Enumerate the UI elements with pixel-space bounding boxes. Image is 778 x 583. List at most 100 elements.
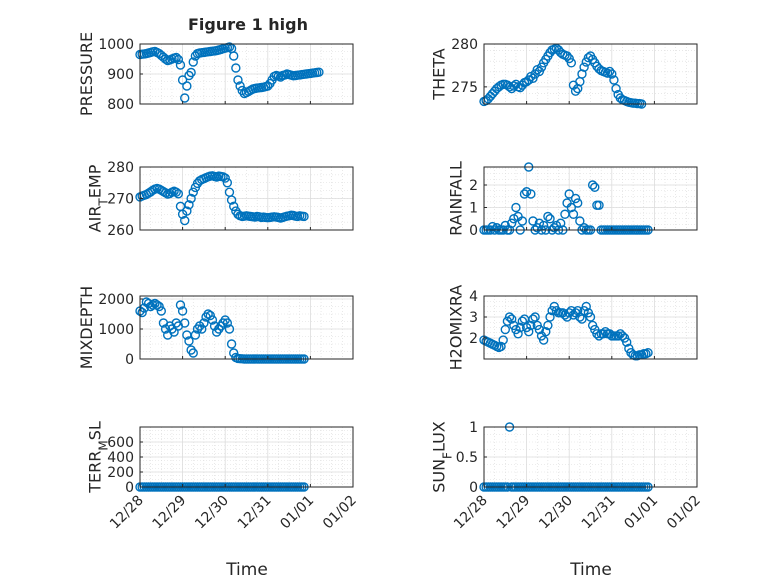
data-point (594, 200, 604, 210)
data-point (180, 318, 190, 328)
data-point (182, 81, 192, 91)
y-tick-label: 2 (469, 331, 478, 347)
data-point (643, 348, 653, 358)
data-point (577, 314, 587, 324)
y-tick-label: 0 (125, 352, 134, 368)
data-point (564, 189, 574, 199)
data-point (611, 83, 621, 94)
data-point (592, 329, 602, 339)
data-point (517, 316, 528, 326)
data-point (171, 52, 181, 63)
data-point (598, 329, 608, 339)
data-point (224, 324, 235, 334)
data-point (538, 335, 549, 345)
data-point (220, 173, 230, 183)
data-point (541, 327, 551, 337)
data-point (566, 58, 577, 68)
data-point (229, 51, 239, 61)
data-point (235, 81, 245, 91)
data-point (182, 206, 192, 216)
data-point (199, 318, 209, 328)
data-point (154, 301, 164, 312)
y-axis-label: AIRTEMP (86, 164, 111, 232)
data-point (226, 195, 237, 205)
data-point (562, 51, 572, 61)
data-point (579, 62, 589, 72)
data-point (169, 327, 179, 337)
data-point (180, 93, 190, 103)
data-point (314, 67, 324, 77)
y-tick-label: 600 (107, 435, 134, 451)
y-tick-label: 3 (469, 310, 478, 326)
data-point (526, 320, 536, 331)
data-point (515, 322, 525, 333)
data-point (504, 312, 515, 322)
data-point (222, 178, 233, 188)
data-point (188, 187, 198, 197)
data-point (568, 209, 579, 219)
data-point (233, 75, 243, 85)
data-point (575, 216, 585, 226)
data-point (534, 324, 545, 335)
data-point (607, 69, 617, 79)
y-tick-label: 800 (107, 97, 134, 113)
y-tick-label: 280 (451, 37, 478, 53)
data-point (581, 301, 591, 312)
axes-box (483, 166, 698, 231)
data-point (175, 60, 186, 70)
data-point (186, 67, 196, 78)
data-point (555, 218, 566, 228)
axes-box (139, 295, 354, 360)
data-point (226, 339, 237, 349)
data-point (496, 341, 506, 352)
data-point (570, 86, 581, 96)
y-tick-label: 275 (451, 80, 478, 96)
data-point (524, 327, 534, 337)
data-point (207, 315, 218, 325)
y-tick-label: 0 (469, 223, 478, 239)
data-point (526, 189, 536, 199)
data-point (573, 306, 583, 316)
y-tick-label: 1 (469, 201, 478, 217)
data-point (205, 310, 215, 321)
data-point (186, 193, 196, 204)
data-point (156, 306, 167, 316)
data-point (184, 200, 194, 210)
y-axis-label: MIXDEPTH (77, 286, 96, 369)
data-point (543, 211, 553, 222)
data-point (583, 53, 594, 63)
data-point (585, 312, 596, 322)
y-tick-label: 2000 (98, 292, 134, 308)
data-point (590, 182, 600, 192)
data-point (519, 189, 530, 199)
y-tick-label: 400 (107, 450, 134, 466)
data-point (188, 57, 198, 67)
y-tick-label: 280 (107, 160, 134, 176)
x-axis-title-left: Time (225, 560, 268, 580)
data-point (506, 314, 517, 324)
axes-box (483, 295, 698, 360)
data-point (528, 216, 538, 226)
y-tick-label: 260 (107, 223, 134, 239)
data-point (613, 331, 623, 341)
data-point (137, 307, 147, 318)
data-point (587, 180, 598, 190)
data-point (498, 335, 508, 345)
data-point (575, 312, 585, 322)
y-tick-label: 1000 (98, 322, 134, 338)
y-tick-label: 0 (469, 480, 478, 496)
figure-title: Figure 1 high (188, 15, 308, 34)
data-point (152, 300, 162, 310)
data-point (173, 189, 184, 199)
data-point (231, 63, 241, 73)
y-axis-label: PRESSURE (77, 32, 96, 116)
y-tick-label: 0.5 (456, 450, 478, 466)
data-point (622, 337, 632, 347)
data-point (177, 75, 188, 85)
data-point (530, 312, 540, 322)
y-tick-label: 270 (107, 192, 134, 208)
